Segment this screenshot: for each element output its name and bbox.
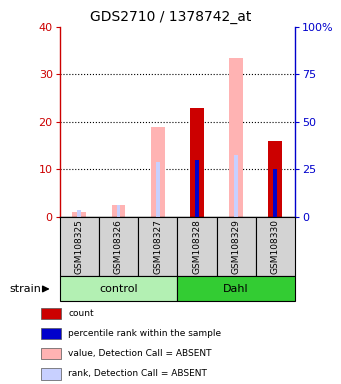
- Bar: [41, 308, 61, 319]
- Bar: [229, 58, 243, 217]
- Bar: [256, 217, 295, 276]
- Bar: [190, 108, 204, 217]
- Bar: [41, 348, 61, 359]
- Text: control: control: [99, 284, 138, 294]
- Bar: [217, 217, 256, 276]
- Text: value, Detection Call = ABSENT: value, Detection Call = ABSENT: [68, 349, 212, 358]
- Bar: [41, 328, 61, 339]
- Bar: [177, 276, 295, 301]
- Bar: [268, 141, 282, 217]
- Text: GSM108327: GSM108327: [153, 219, 162, 274]
- Text: GSM108329: GSM108329: [232, 219, 241, 274]
- Bar: [112, 205, 125, 217]
- Bar: [72, 212, 86, 217]
- Text: GSM108325: GSM108325: [75, 219, 84, 274]
- Text: strain: strain: [9, 284, 41, 294]
- Text: GSM108326: GSM108326: [114, 219, 123, 274]
- Text: count: count: [68, 309, 94, 318]
- Text: rank, Detection Call = ABSENT: rank, Detection Call = ABSENT: [68, 369, 207, 378]
- Text: percentile rank within the sample: percentile rank within the sample: [68, 329, 221, 338]
- Bar: [60, 217, 99, 276]
- Text: Dahl: Dahl: [223, 284, 249, 294]
- Bar: [41, 368, 61, 379]
- Bar: [138, 217, 177, 276]
- Bar: [234, 155, 238, 217]
- Bar: [99, 217, 138, 276]
- Bar: [273, 169, 277, 217]
- Bar: [156, 162, 160, 217]
- Text: GDS2710 / 1378742_at: GDS2710 / 1378742_at: [90, 10, 251, 23]
- Bar: [77, 210, 81, 217]
- Bar: [60, 276, 177, 301]
- Text: GSM108328: GSM108328: [192, 219, 202, 274]
- Bar: [151, 127, 165, 217]
- Bar: [117, 205, 120, 217]
- Bar: [177, 217, 217, 276]
- Text: GSM108330: GSM108330: [271, 219, 280, 274]
- Bar: [195, 160, 199, 217]
